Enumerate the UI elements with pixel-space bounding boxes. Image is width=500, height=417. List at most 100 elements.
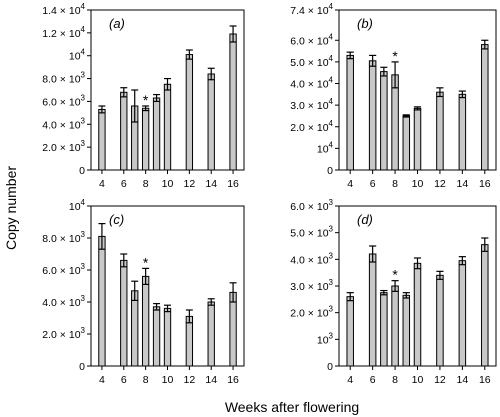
y-tick-label: 8.0 × 103 xyxy=(42,230,85,245)
chart-panel-4: 0 103 2.0 × 103 3.0 × 103 4.0 × 103 5.0 × 103… xyxy=(290,198,497,386)
bar xyxy=(380,71,388,171)
bar xyxy=(98,108,106,171)
x-tick-label: 6 xyxy=(121,178,127,190)
bar xyxy=(141,107,150,171)
bar xyxy=(346,296,354,367)
y-axis-title: Copy number xyxy=(3,166,19,250)
x-tick-label: 6 xyxy=(370,374,376,386)
x-tick-label: 10 xyxy=(412,178,424,190)
x-tick-label: 8 xyxy=(392,374,398,386)
x-tick-label: 16 xyxy=(227,178,239,190)
bar xyxy=(152,306,161,367)
x-tick-label: 6 xyxy=(370,178,376,190)
y-tick-label: 5.0 × 103 xyxy=(290,225,333,240)
bar xyxy=(368,253,377,367)
x-tick-label: 14 xyxy=(205,374,217,386)
y-tick-label: 2.0 × 103 xyxy=(42,139,85,154)
x-tick-label: 4 xyxy=(347,178,353,190)
x-tick-label: 8 xyxy=(143,374,149,386)
y-tick-label: 104 xyxy=(69,198,86,213)
panel-label: (b) xyxy=(357,16,373,31)
bar xyxy=(391,74,399,171)
bar xyxy=(185,315,194,367)
y-tick-label: 7.4 × 104 xyxy=(290,2,333,17)
bar xyxy=(346,54,354,171)
y-tick-label: 8.0 × 103 xyxy=(42,71,85,86)
x-tick-label: 8 xyxy=(392,178,398,190)
y-tick-label: 6.0 × 103 xyxy=(290,198,333,213)
x-tick-label: 14 xyxy=(457,374,469,386)
bar xyxy=(120,91,128,171)
y-tick-label: 103 xyxy=(317,331,334,346)
bar xyxy=(141,275,150,367)
x-tick-label: 4 xyxy=(99,178,105,190)
x-tick-label: 16 xyxy=(479,178,491,190)
bar xyxy=(229,33,237,171)
bar xyxy=(131,290,139,367)
y-tick-label: 0 xyxy=(327,165,333,177)
x-tick-label: 12 xyxy=(434,374,446,386)
panel-label: (c) xyxy=(109,212,124,227)
x-tick-label: 4 xyxy=(347,374,353,386)
x-tick-label: 10 xyxy=(412,374,424,386)
x-tick-label: 10 xyxy=(162,178,174,190)
bar xyxy=(120,259,128,367)
y-tick-label: 3.0 × 104 xyxy=(290,97,333,112)
y-tick-label: 4.0 × 103 xyxy=(42,116,85,131)
y-tick-label: 4.0 × 103 xyxy=(42,294,85,309)
panel-label: (d) xyxy=(357,212,373,227)
x-tick-label: 14 xyxy=(457,178,469,190)
significance-marker: * xyxy=(143,254,149,270)
y-tick-label: 0 xyxy=(79,165,85,177)
bar xyxy=(229,291,237,367)
x-tick-label: 16 xyxy=(227,374,239,386)
y-tick-label: 2.0 × 103 xyxy=(290,305,333,320)
bar xyxy=(185,54,194,171)
x-tick-label: 12 xyxy=(434,178,446,190)
x-tick-label: 12 xyxy=(184,178,196,190)
y-tick-label: 104 xyxy=(317,140,334,155)
significance-marker: * xyxy=(392,267,398,283)
y-tick-label: 4.0 × 104 xyxy=(290,76,333,91)
bar xyxy=(163,307,172,367)
y-tick-label: 104 xyxy=(69,48,86,63)
bar xyxy=(152,97,161,171)
bar xyxy=(402,115,411,171)
bar xyxy=(458,260,467,367)
panel-label: (a) xyxy=(109,16,125,31)
y-tick-label: 0 xyxy=(79,361,85,373)
y-tick-label: 0 xyxy=(327,361,333,373)
x-tick-label: 10 xyxy=(162,374,174,386)
bar xyxy=(481,244,489,367)
y-tick-label: 2.0 × 104 xyxy=(290,119,333,134)
x-tick-label: 4 xyxy=(99,374,105,386)
bar xyxy=(413,262,422,367)
bar xyxy=(436,274,444,367)
y-tick-label: 2.0 × 103 xyxy=(42,326,85,341)
y-tick-label: 5.0 × 104 xyxy=(290,54,333,69)
bar xyxy=(481,44,489,171)
bar xyxy=(413,107,422,171)
y-tick-label: 6.0 × 103 xyxy=(42,262,85,277)
x-axis-title: Weeks after flowering xyxy=(225,399,359,415)
y-tick-label: 1.4 × 104 xyxy=(42,2,85,17)
y-tick-label: 6.0 × 103 xyxy=(42,93,85,108)
significance-marker: * xyxy=(392,48,398,64)
bar xyxy=(207,73,215,171)
x-tick-label: 12 xyxy=(184,374,196,386)
bar xyxy=(163,83,172,171)
x-tick-label: 14 xyxy=(205,178,217,190)
bar xyxy=(207,301,215,367)
bar xyxy=(402,294,411,367)
bar xyxy=(98,235,106,367)
y-tick-label: 1.2 × 104 xyxy=(42,25,85,40)
y-tick-label: 4.0 × 103 xyxy=(290,251,333,266)
x-tick-label: 8 xyxy=(143,178,149,190)
y-tick-label: 6.0 × 104 xyxy=(290,32,333,47)
y-tick-label: 3.0 × 103 xyxy=(290,278,333,293)
